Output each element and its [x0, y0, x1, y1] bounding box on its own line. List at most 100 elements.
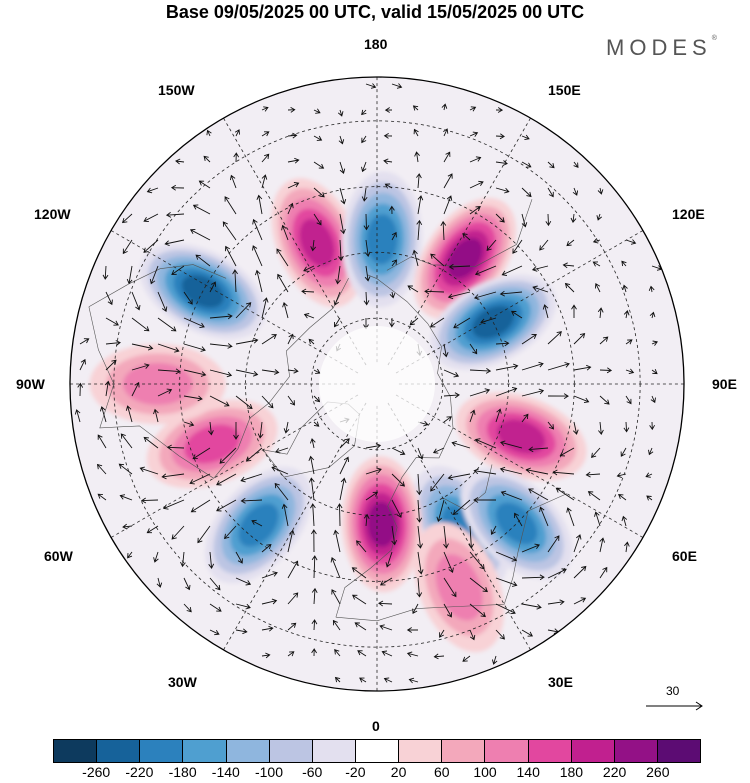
colorbar-swatch [399, 740, 443, 762]
lon-label-150w: 150W [158, 82, 195, 98]
wind-arrow [287, 592, 299, 605]
lon-label-0: 0 [372, 718, 380, 734]
wind-arrow [183, 291, 193, 305]
lon-label-90e: 90E [712, 376, 737, 392]
wind-arrow [105, 340, 121, 346]
wind-arrow [443, 151, 451, 163]
wind-arrow [469, 551, 485, 570]
wind-arrow [585, 471, 601, 478]
wind-arrow [274, 482, 289, 501]
wind-arrow [624, 541, 630, 553]
wind-arrow [521, 187, 532, 198]
wind-arrow [235, 302, 252, 319]
colorbar-tick-label: 100 [473, 764, 497, 780]
colorbar-tick-label: -100 [254, 764, 284, 780]
registered-mark: ® [711, 35, 717, 42]
wind-arrow [573, 597, 587, 605]
wind-arrow [189, 228, 211, 241]
colorbar-swatch [312, 740, 356, 762]
wind-arrow [235, 603, 251, 610]
wind-arrow [521, 388, 545, 397]
wind-arrow [391, 259, 398, 267]
wind-arrow [486, 239, 497, 252]
colorbar-tick-label: -220 [125, 764, 154, 780]
wind-arrow [105, 291, 113, 306]
wind-arrow [571, 304, 577, 318]
wind-arrow [146, 525, 159, 534]
wind-arrow [625, 368, 635, 375]
wind-arrow [209, 281, 217, 293]
wind-arrow [363, 213, 370, 231]
wind-arrow [547, 187, 554, 198]
wind-arrow [469, 409, 476, 423]
wind-arrow [547, 535, 560, 553]
wind-arrow [474, 265, 497, 276]
wind-arrow [521, 603, 542, 610]
wind-arrow [469, 603, 486, 618]
wind-arrow [287, 622, 297, 631]
wind-arrow [469, 131, 479, 137]
reference-vector: 30 [644, 684, 706, 714]
wind-arrow [597, 187, 604, 195]
colorbar-tick-label: 60 [434, 764, 450, 780]
wind-arrow [261, 652, 271, 659]
wind-arrow [287, 182, 300, 189]
wind-arrow [334, 676, 341, 683]
wind-arrow [391, 231, 397, 241]
wind-arrow [416, 577, 423, 598]
wind-arrow [430, 473, 445, 492]
wind-arrow [547, 331, 562, 345]
wind-arrow [429, 317, 445, 328]
wind-arrow [413, 128, 419, 137]
wind-arrow [311, 619, 318, 631]
wind-arrow [592, 261, 601, 267]
wind-arrow [448, 263, 471, 270]
wind-arrow [447, 291, 471, 300]
wind-arrow [308, 455, 315, 475]
wind-arrow [391, 525, 398, 546]
wind-arrow [287, 132, 298, 139]
negative-anomaly-contour [366, 214, 398, 265]
wind-arrow [361, 161, 367, 173]
positive-anomaly-contour [435, 554, 483, 621]
wind-arrow [495, 133, 505, 140]
wind-arrow [261, 174, 268, 189]
wind-arrow [261, 153, 270, 163]
wind-arrow [157, 291, 168, 312]
wind-arrow [131, 343, 154, 351]
wind-arrow [495, 340, 510, 347]
wind-arrow [443, 551, 454, 573]
wind-arrow [495, 551, 518, 562]
wind-arrow [570, 213, 577, 224]
wind-arrow [490, 525, 497, 535]
wind-arrow [417, 195, 424, 215]
wind-arrow [566, 507, 575, 527]
wind-arrow [430, 253, 445, 267]
wind-arrow [443, 392, 460, 399]
wind-arrow [649, 311, 656, 319]
wind-arrow [621, 515, 628, 527]
wind-arrow [623, 310, 630, 319]
wind-arrow [105, 317, 119, 326]
wind-arrow [261, 571, 278, 579]
wind-arrow [552, 469, 575, 476]
wind-arrow [501, 265, 523, 276]
wind-arrow [163, 499, 185, 510]
wind-arrow [414, 151, 420, 163]
modes-logo: MODES® [606, 35, 717, 61]
wind-arrow [383, 158, 393, 165]
wind-arrow [545, 213, 552, 227]
wind-arrow [203, 155, 211, 163]
wind-arrow [99, 406, 107, 423]
wind-arrow [361, 135, 367, 144]
wind-arrow [335, 265, 341, 285]
wind-arrow [559, 447, 575, 457]
wind-arrow [381, 650, 393, 657]
wind-arrow [379, 624, 393, 631]
negative-anomaly-contour [238, 503, 279, 547]
wind-arrow [120, 433, 133, 449]
wind-arrow [436, 499, 445, 523]
wind-arrow [74, 409, 81, 423]
colorbar-tick-label: -140 [211, 764, 240, 780]
wind-arrow [336, 503, 343, 527]
